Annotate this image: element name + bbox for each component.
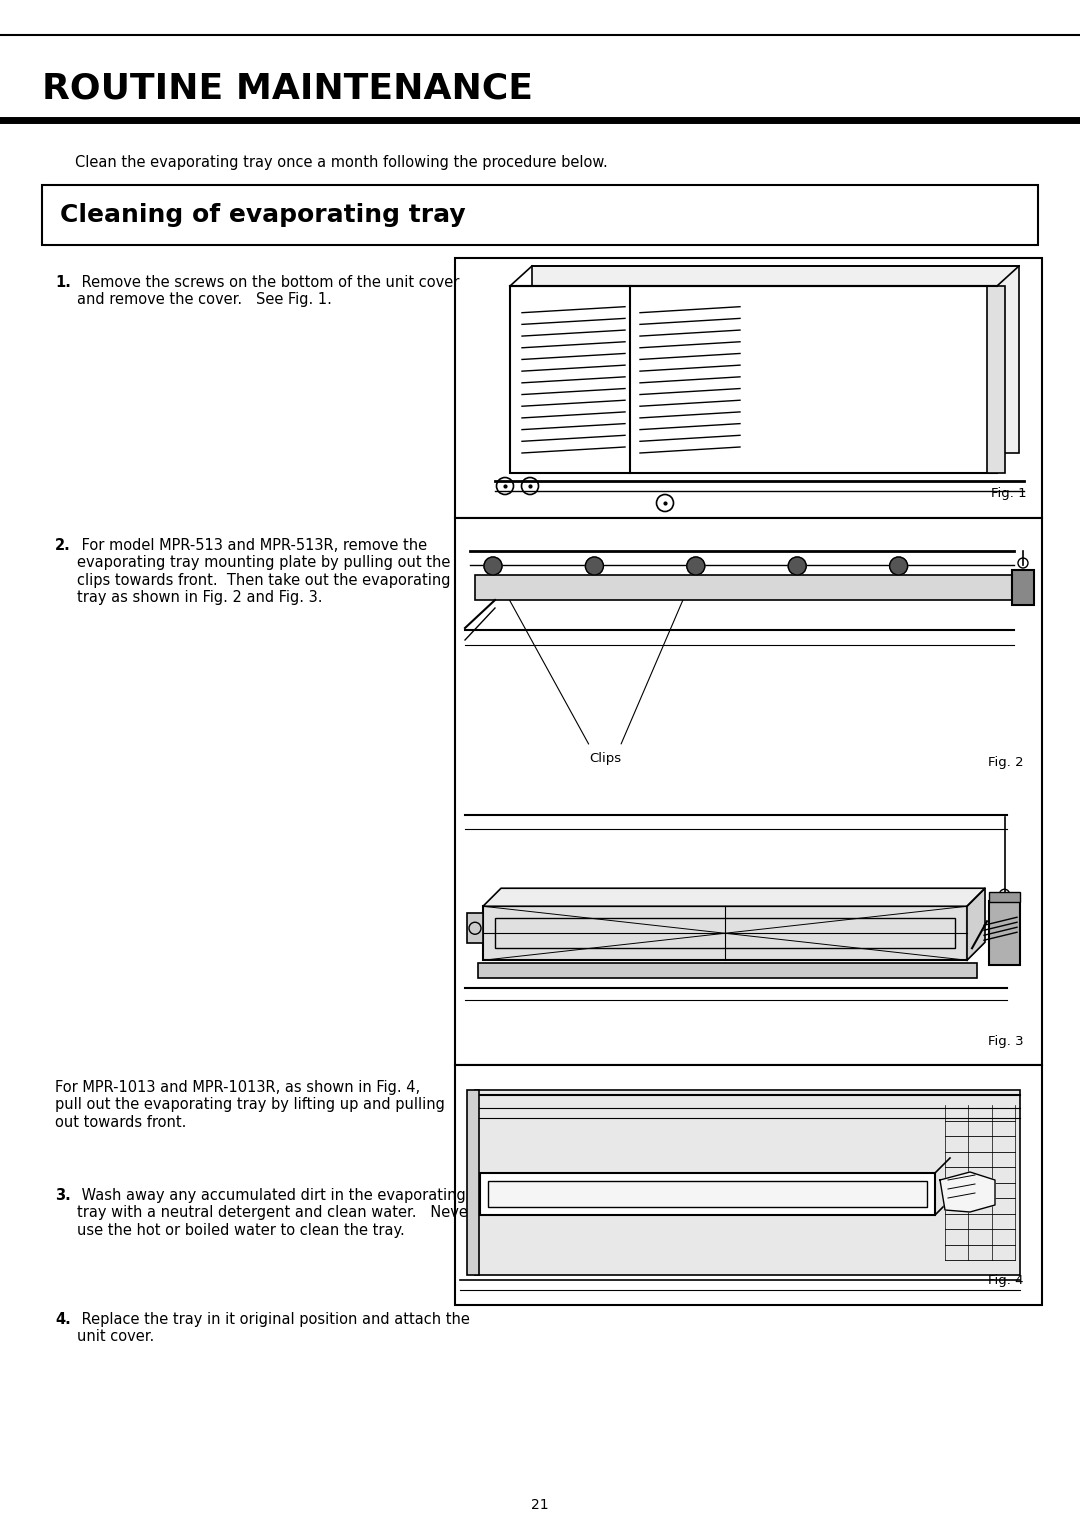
Text: 1.: 1. bbox=[55, 275, 71, 290]
Bar bbox=[455, 1065, 1042, 1305]
Text: Clean the evaporating tray once a month following the procedure below.: Clean the evaporating tray once a month … bbox=[75, 154, 608, 170]
Text: 4.: 4. bbox=[55, 1313, 71, 1326]
Circle shape bbox=[788, 558, 806, 575]
Text: Wash away any accumulated dirt in the evaporating
tray with a neutral detergent : Wash away any accumulated dirt in the ev… bbox=[77, 1187, 474, 1238]
Circle shape bbox=[585, 558, 604, 575]
Circle shape bbox=[687, 558, 705, 575]
Text: Fig. 1: Fig. 1 bbox=[991, 487, 1027, 500]
Circle shape bbox=[890, 558, 907, 575]
Text: ROUTINE MAINTENANCE: ROUTINE MAINTENANCE bbox=[42, 70, 534, 105]
Bar bbox=[42, 185, 1038, 244]
Text: Fig. 4: Fig. 4 bbox=[988, 1274, 1024, 1287]
Text: 21: 21 bbox=[531, 1497, 549, 1513]
Circle shape bbox=[484, 558, 502, 575]
Bar bbox=[510, 286, 997, 474]
Bar bbox=[989, 892, 1020, 902]
Text: For MPR-1013 and MPR-1013R, as shown in Fig. 4,
pull out the evaporating tray by: For MPR-1013 and MPR-1013R, as shown in … bbox=[55, 1080, 445, 1129]
Text: For model MPR-513 and MPR-513R, remove the
evaporating tray mounting plate by pu: For model MPR-513 and MPR-513R, remove t… bbox=[77, 538, 450, 605]
Bar bbox=[475, 575, 1012, 601]
Text: Replace the tray in it original position and attach the
unit cover.: Replace the tray in it original position… bbox=[77, 1313, 470, 1345]
Text: Remove the screws on the bottom of the unit cover
and remove the cover.   See Fi: Remove the screws on the bottom of the u… bbox=[77, 275, 459, 307]
Polygon shape bbox=[940, 1172, 995, 1212]
Bar bbox=[478, 963, 977, 978]
Text: 2.: 2. bbox=[55, 538, 71, 553]
Bar bbox=[480, 1174, 935, 1215]
Bar bbox=[495, 918, 955, 949]
Bar bbox=[483, 906, 967, 960]
Polygon shape bbox=[967, 888, 985, 960]
Bar bbox=[488, 1181, 927, 1207]
Polygon shape bbox=[483, 888, 985, 906]
Bar bbox=[455, 518, 1042, 1065]
Bar bbox=[1012, 570, 1034, 605]
Text: Fig. 3: Fig. 3 bbox=[988, 1034, 1024, 1048]
Text: 3.: 3. bbox=[55, 1187, 71, 1203]
Bar bbox=[532, 266, 1020, 452]
Bar bbox=[467, 1089, 480, 1274]
Bar bbox=[987, 286, 1005, 474]
Bar bbox=[475, 1089, 1020, 1274]
Text: Clips: Clips bbox=[589, 752, 621, 766]
Bar bbox=[455, 258, 1042, 518]
Bar bbox=[467, 914, 483, 943]
Text: Cleaning of evaporating tray: Cleaning of evaporating tray bbox=[60, 203, 465, 228]
Bar bbox=[989, 902, 1020, 966]
Text: Fig. 2: Fig. 2 bbox=[988, 755, 1024, 769]
